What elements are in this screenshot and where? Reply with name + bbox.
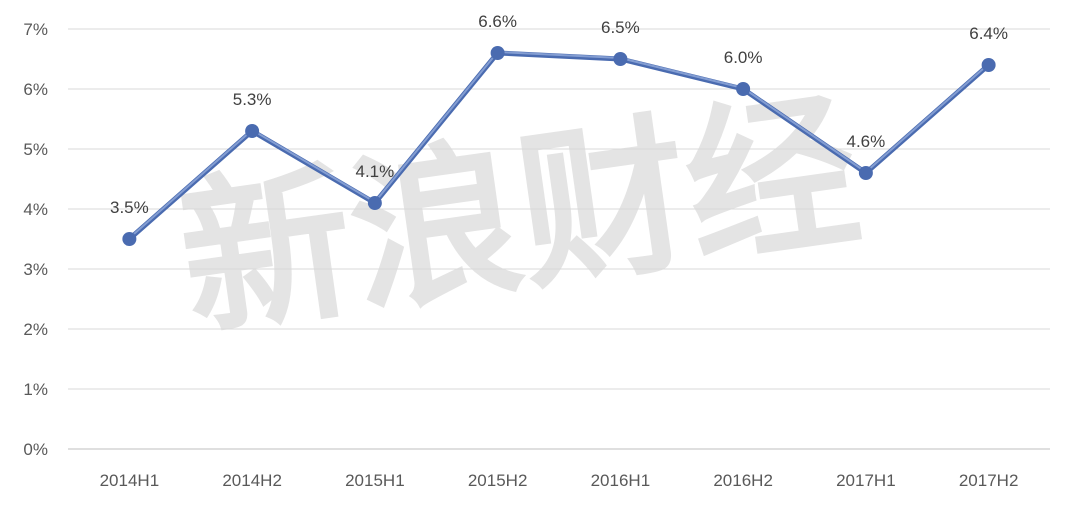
y-tick-label: 1%	[23, 380, 48, 399]
data-label: 5.3%	[233, 90, 272, 109]
data-point-marker	[981, 58, 996, 72]
y-tick-label: 7%	[23, 20, 48, 39]
data-point-marker	[858, 166, 873, 180]
y-tick-label: 4%	[23, 200, 48, 219]
series-line	[126, 50, 992, 242]
watermark: 新浪财经	[169, 72, 870, 363]
data-label: 3.5%	[110, 198, 149, 217]
data-point-marker	[367, 196, 382, 210]
x-tick-label: 2016H1	[591, 471, 651, 490]
data-point-marker	[736, 82, 751, 96]
x-tick-label: 2016H2	[713, 471, 773, 490]
y-tick-label: 2%	[23, 320, 48, 339]
x-tick-label: 2017H2	[959, 471, 1019, 490]
data-point-marker	[490, 46, 505, 60]
data-point-marker	[245, 124, 260, 138]
data-label: 4.1%	[356, 162, 395, 181]
data-label: 6.0%	[724, 48, 763, 67]
data-label: 6.5%	[601, 18, 640, 37]
y-tick-label: 3%	[23, 260, 48, 279]
y-tick-label: 0%	[23, 440, 48, 459]
x-tick-label: 2015H1	[345, 471, 405, 490]
watermark-text: 新浪财经	[169, 72, 870, 363]
data-labels: 3.5% 5.3% 4.1% 6.6% 6.5% 6.0% 4.6% 6.4%	[110, 12, 1008, 217]
data-point-marker	[122, 232, 137, 246]
data-label: 4.6%	[847, 132, 886, 151]
x-tick-label: 2015H2	[468, 471, 528, 490]
y-tick-label: 6%	[23, 80, 48, 99]
y-axis: 0% 1% 2% 3% 4% 5% 6% 7%	[23, 20, 48, 459]
series-line-highlight	[128, 51, 990, 239]
data-point-marker	[613, 52, 628, 66]
x-tick-label: 2014H2	[222, 471, 282, 490]
x-tick-label: 2017H1	[836, 471, 896, 490]
data-label: 6.4%	[969, 24, 1008, 43]
series-markers	[122, 46, 996, 246]
x-axis: 2014H1 2014H2 2015H1 2015H2 2016H1 2016H2 2017…	[100, 471, 1019, 490]
data-label: 6.6%	[478, 12, 517, 31]
x-tick-label: 2014H1	[100, 471, 160, 490]
y-tick-label: 5%	[23, 140, 48, 159]
